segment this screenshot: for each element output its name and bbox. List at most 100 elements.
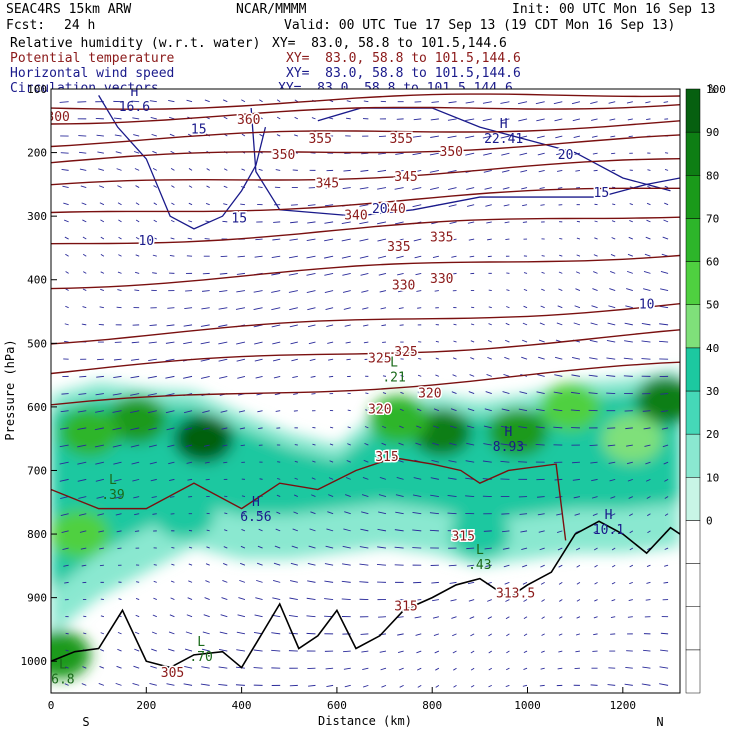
- theta-label-14: 325: [368, 351, 391, 366]
- rh-blob-12: [51, 630, 91, 679]
- theta-contour-9: [51, 329, 680, 375]
- theta-label-4: 350: [272, 148, 295, 163]
- wind-label-2: 10: [138, 234, 154, 249]
- org-label: NCAR/MMMM: [236, 2, 307, 17]
- x-axis-label: Distance (km): [318, 714, 412, 728]
- rh-blob-7: [635, 376, 680, 425]
- colorbar-tick-label: 0: [706, 514, 713, 527]
- colorbar-tick-label: 30: [706, 385, 719, 398]
- colorbar-tick-label: 40: [706, 342, 719, 355]
- theta-contour-4: [51, 158, 680, 186]
- theta-label-10: 335: [387, 240, 410, 255]
- colorbar-tick-label: 100: [706, 83, 726, 96]
- field-theta-xy: XY= 83.0, 58.8 to 101.5,144.6: [286, 51, 521, 66]
- extremum-value-0: 16.6: [119, 100, 150, 115]
- colorbar-swatch: [685, 131, 701, 176]
- rh-blob-4: [368, 395, 429, 444]
- wind-label-4: 15: [594, 186, 610, 201]
- y-tick-label: 200: [27, 147, 47, 160]
- field-wind-xy: XY= 83.0, 58.8 to 101.5,144.6: [286, 66, 521, 81]
- theta-label-17: 320: [418, 386, 441, 401]
- wind-contour-0: [98, 95, 267, 230]
- x-end-label: N: [656, 715, 663, 729]
- colorbar-swatch: [685, 606, 701, 651]
- x-tick-label: 1000: [514, 699, 541, 712]
- x-tick-label: 200: [136, 699, 156, 712]
- init-time: Init: 00 UTC Mon 16 Sep 13: [512, 2, 716, 17]
- colorbar-swatch: [685, 88, 701, 133]
- theta-label-5: 350: [440, 145, 463, 160]
- y-tick-label: 1000: [21, 655, 48, 668]
- extremum-value-5: 6.56: [240, 510, 271, 525]
- extremum-value-4: .39: [101, 488, 124, 503]
- colorbar-swatch: [685, 477, 701, 521]
- extremum-value-6: 10.1: [593, 523, 624, 538]
- colorbar-swatch: [685, 261, 701, 305]
- theta-label-13: 330: [430, 272, 453, 287]
- field-rh-xy: XY= 83.0, 58.8 to 101.5,144.6: [272, 36, 507, 51]
- colorbar-swatch: [685, 218, 701, 262]
- plot-area: 300 360 355 355 350 350 345 345 340 340 335 335 330 3…: [46, 89, 680, 693]
- y-axis-label: Pressure (hPa): [3, 339, 17, 440]
- x-tick-label: 400: [232, 699, 252, 712]
- y-tick-label: 600: [27, 401, 47, 414]
- theta-contour-3: [51, 134, 680, 164]
- x-tick-label: 800: [422, 699, 442, 712]
- rh-blob-11: [449, 510, 510, 559]
- theta-label-1: 360: [237, 113, 260, 128]
- rh-blob-2: [59, 408, 120, 457]
- theta-contour-7: [51, 254, 680, 290]
- extremum-type-6: H: [605, 508, 613, 523]
- y-tick-label: 700: [27, 464, 47, 477]
- colorbar-tick-label: 90: [706, 126, 719, 139]
- y-tick-label: 300: [27, 210, 47, 223]
- theta-label-12: 330: [392, 278, 415, 293]
- rh-blob-10: [154, 490, 215, 539]
- terrain-line: [51, 520, 680, 669]
- extremum-type-9: L: [59, 657, 67, 672]
- colorbar: 0 10 20 30 40 50 60 70 80 90 100: [685, 83, 726, 694]
- extremum-value-9: 6.8: [51, 672, 74, 687]
- theta-contour-10: [51, 361, 680, 406]
- y-tick-label: 500: [27, 337, 47, 350]
- y-tick-label: 900: [27, 592, 47, 605]
- wind-label-5: 10: [639, 297, 655, 312]
- colorbar-swatch: [685, 175, 701, 219]
- theta-label-8: 340: [344, 208, 367, 223]
- rh-blob-1: [106, 395, 167, 444]
- theta-label-9: 340: [382, 202, 405, 217]
- theta-contour-315: [51, 457, 567, 541]
- theta-label-2: 355: [308, 132, 331, 147]
- fcst-value: 24 h: [64, 18, 96, 33]
- field-theta-name: Potential temperature: [10, 51, 175, 66]
- field-wind-name: Horizontal wind speed: [10, 66, 175, 81]
- wind-label-1: 15: [231, 212, 247, 227]
- rh-blob-8: [602, 414, 663, 463]
- colorbar-tick-label: 20: [706, 428, 719, 441]
- field-rh-name: Relative humidity (w.r.t. water): [10, 36, 261, 51]
- extremum-type-8: L: [197, 635, 205, 650]
- wind-label-3: 20: [558, 148, 574, 163]
- extremum-value-2: .21: [382, 370, 405, 385]
- theta-contour-0: [51, 93, 680, 110]
- theta-contour-5: [51, 187, 680, 214]
- colorbar-swatch: [685, 304, 701, 349]
- y-tick-label: 800: [27, 528, 47, 541]
- wind-label-0: 15: [191, 123, 207, 138]
- colorbar-unit: %: [708, 82, 716, 96]
- y-tick-label: 100: [27, 83, 47, 96]
- theta-contour-1: [51, 104, 680, 125]
- colorbar-tick-label: 50: [706, 299, 719, 312]
- potential-temperature-contours: [51, 93, 680, 541]
- colorbar-swatch: [685, 649, 701, 694]
- colorbar-tick-label: 10: [706, 471, 719, 484]
- colorbar-swatch: [685, 390, 701, 435]
- relative-humidity-fill: [51, 368, 680, 679]
- extremum-type-5: H: [252, 495, 260, 510]
- theta-contour-8: [51, 303, 680, 345]
- theta-label-0: 300: [46, 110, 69, 125]
- extremum-value-8: .70: [189, 650, 212, 665]
- colorbar-swatch: [685, 563, 701, 607]
- colorbar-tick-label: 60: [706, 256, 719, 269]
- model-title: SEAC4RS 15km ARW: [6, 2, 132, 17]
